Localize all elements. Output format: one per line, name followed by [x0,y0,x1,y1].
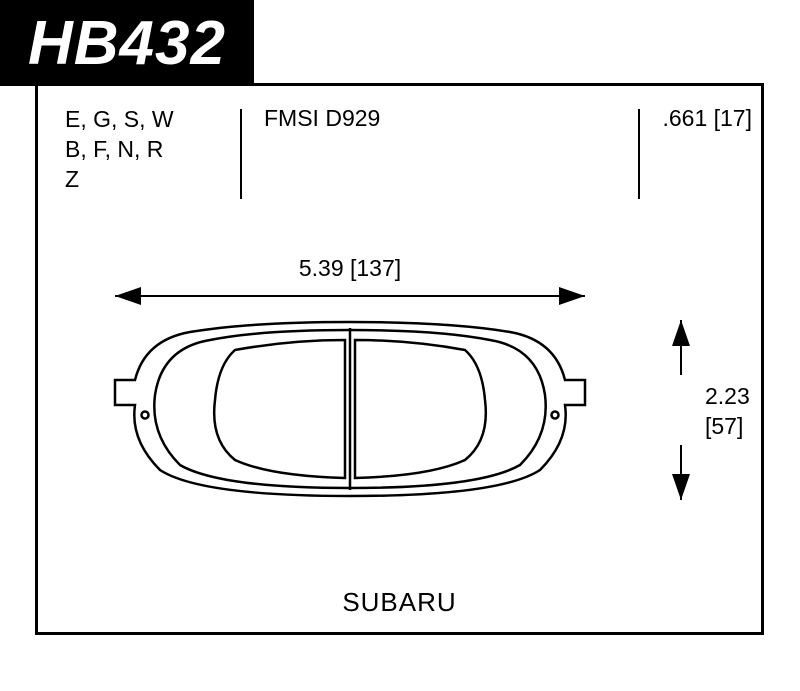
compound-line-2: B, F, N, R [65,135,240,165]
header-bar: HB432 [0,0,254,86]
arrow-down-icon [672,474,690,500]
fmsi-code: FMSI D929 [242,105,638,199]
vehicle-make-label: SUBARU [38,587,761,618]
brake-pad-drawing [100,320,600,500]
arrow-right-icon [559,287,585,305]
pad-thickness: .661 [17] [662,105,752,199]
compound-codes: E, G, S, W B, F, N, R Z [65,105,240,199]
info-divider-2 [638,109,640,199]
arrow-left-icon [115,287,141,305]
height-dimension-label: 2.23 [57] [705,382,750,442]
info-row: E, G, S, W B, F, N, R Z FMSI D929 .661 [… [65,105,752,199]
compound-line-3: Z [65,165,240,195]
arrow-up-icon [672,320,690,346]
part-number: HB432 [28,8,226,79]
height-value-in: 2.23 [705,382,750,412]
height-value-mm: [57] [705,412,750,442]
width-dimension: 5.39 [137] [115,255,585,305]
width-dimension-label: 5.39 [137] [115,255,585,282]
compound-line-1: E, G, S, W [65,105,240,135]
brake-pad-svg [100,320,600,500]
height-dimension: 2.23 [57] [660,320,750,500]
width-dimension-line [115,295,585,297]
